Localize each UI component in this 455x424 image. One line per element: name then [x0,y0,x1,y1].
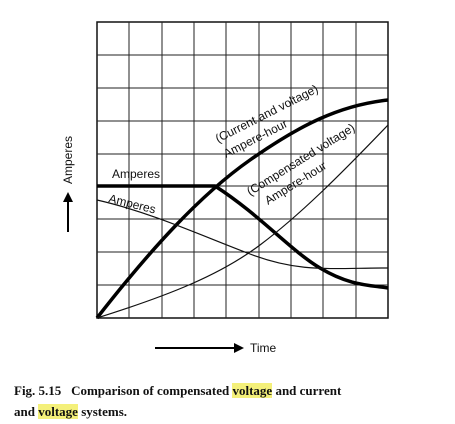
curve-ampere-hour-comp [96,124,389,319]
caption-text: systems. [81,404,128,419]
caption: Fig. 5.15 Comparison of compensated volt… [14,380,454,422]
caption-highlight: voltage [232,383,273,398]
curve-amperes-cv [97,184,389,290]
x-axis-label: Time [250,341,277,355]
figure: Amperes Amperes (Current and voltage) Am… [61,21,389,355]
y-arrowhead [63,192,73,202]
curve-label: Amperes [112,167,160,181]
caption-text: and current [275,383,342,398]
x-arrowhead [234,343,244,353]
caption-number: Fig. 5.15 [14,383,62,398]
caption-text: and [14,404,35,419]
caption-highlight: voltage [38,404,78,419]
y-axis-label: Amperes [61,136,75,184]
plot-frame [96,21,389,319]
curve-amperes-comp [96,199,389,270]
curve-ampere-hour-cv [95,98,389,320]
caption-text: Comparison of compensated [71,383,230,398]
curve-label: Amperes [107,191,157,216]
